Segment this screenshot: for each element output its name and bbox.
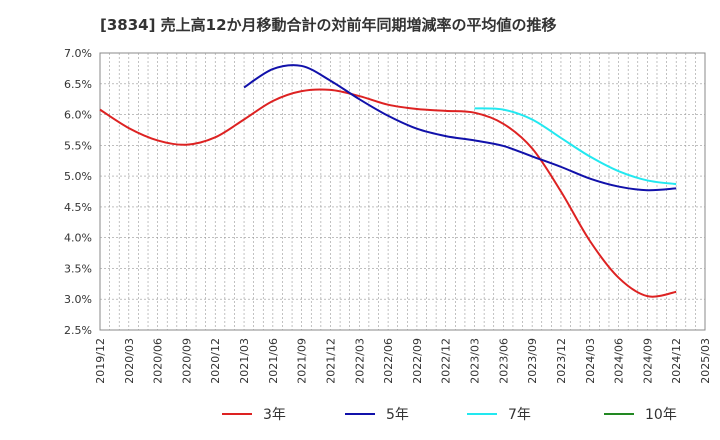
legend-label-1: 5年 bbox=[386, 407, 409, 423]
y-tick-label: 6.5% bbox=[64, 78, 92, 91]
legend-label-3: 10年 bbox=[645, 407, 677, 423]
x-tick-label: 2022/06 bbox=[382, 338, 395, 384]
x-tick-label: 2025/03 bbox=[699, 338, 712, 384]
x-tick-label: 2023/09 bbox=[526, 338, 539, 384]
x-axis-ticks: 2019/12 2020/03 2020/06 2020/09 2020/12 2021/… bbox=[94, 338, 712, 384]
legend-label-2: 7年 bbox=[508, 407, 531, 423]
y-tick-label: 5.5% bbox=[64, 139, 92, 152]
x-tick-label: 2020/09 bbox=[180, 338, 193, 384]
x-tick-label: 2024/06 bbox=[613, 338, 626, 384]
x-tick-label: 2023/03 bbox=[469, 338, 482, 384]
y-tick-label: 4.5% bbox=[64, 201, 92, 214]
x-tick-label: 2021/12 bbox=[324, 338, 337, 384]
x-tick-label: 2021/06 bbox=[267, 338, 280, 384]
x-tick-label: 2020/03 bbox=[123, 338, 136, 384]
y-tick-label: 7.0% bbox=[64, 47, 92, 60]
x-tick-label: 2022/12 bbox=[440, 338, 453, 384]
y-tick-label: 4.0% bbox=[64, 232, 92, 245]
x-tick-label: 2022/09 bbox=[411, 338, 424, 384]
y-tick-label: 3.5% bbox=[64, 262, 92, 275]
series-line-2 bbox=[474, 107, 677, 186]
plot-area bbox=[99, 52, 706, 331]
legend-label-0: 3年 bbox=[263, 407, 286, 423]
y-tick-label: 3.0% bbox=[64, 293, 92, 306]
y-tick-label: 6.0% bbox=[64, 109, 92, 122]
x-tick-label: 2019/12 bbox=[94, 338, 107, 384]
y-tick-label: 5.0% bbox=[64, 170, 92, 183]
x-tick-label: 2024/12 bbox=[670, 338, 683, 384]
x-tick-label: 2024/09 bbox=[641, 338, 654, 384]
x-tick-label: 2021/09 bbox=[296, 338, 309, 384]
x-tick-label: 2020/12 bbox=[209, 338, 222, 384]
y-axis-ticks: 2.5% 3.0% 3.5% 4.0% 4.5% 5.0% 5.5% 6.0% 6.5% 7.0% bbox=[64, 47, 92, 337]
legend: 3年 5年 7年 10年 bbox=[222, 407, 677, 423]
grid bbox=[99, 52, 706, 331]
chart-title: [3834] 売上高12か月移動合計の対前年同期増減率の平均値の推移 bbox=[100, 16, 557, 34]
series-line-0 bbox=[99, 88, 677, 298]
series-line-1 bbox=[243, 64, 677, 192]
series-lines bbox=[99, 64, 677, 298]
x-tick-label: 2023/06 bbox=[497, 338, 510, 384]
x-tick-label: 2021/03 bbox=[238, 338, 251, 384]
y-tick-label: 2.5% bbox=[64, 324, 92, 337]
x-tick-label: 2020/06 bbox=[152, 338, 165, 384]
x-tick-label: 2024/03 bbox=[584, 338, 597, 384]
x-tick-label: 2023/12 bbox=[555, 338, 568, 384]
x-tick-label: 2022/03 bbox=[353, 338, 366, 384]
